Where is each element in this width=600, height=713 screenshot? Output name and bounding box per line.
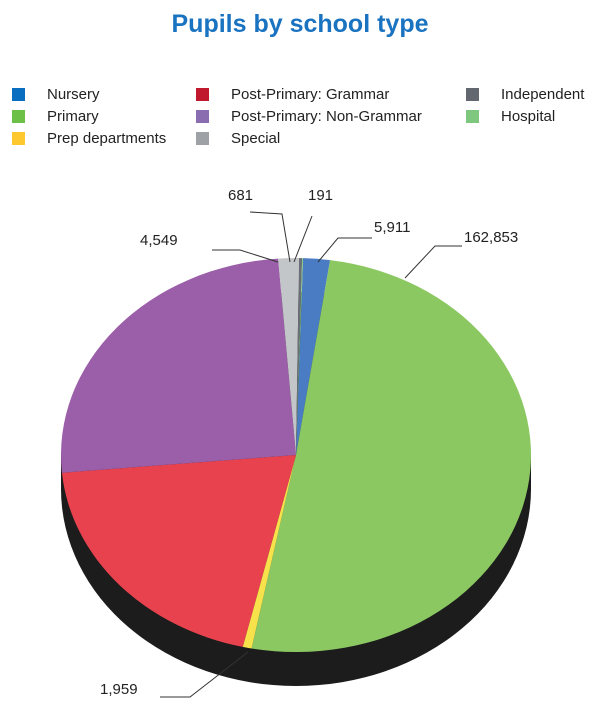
legend: Nursery Primary Prep departments Post-Prima… [0, 86, 600, 156]
data-label: 5,911 [374, 219, 410, 236]
legend-item: Hospital [466, 108, 555, 125]
pie-slice-nursery [296, 258, 331, 455]
legend-label: Hospital [501, 108, 556, 125]
pie-slice-primary [251, 260, 532, 653]
pie-slice-special [278, 257, 300, 455]
legend-swatch [466, 110, 479, 123]
legend-label: Primary [47, 108, 99, 125]
legend-item: Independent [466, 86, 584, 103]
legend-swatch [466, 88, 479, 101]
leader-line [317, 237, 372, 263]
legend-label: Independent [501, 86, 585, 103]
legend-item: Nursery [12, 86, 100, 103]
leader-line [212, 249, 279, 263]
legend-swatch [196, 88, 209, 101]
legend-label: Prep departments [47, 130, 167, 147]
leader-line [249, 211, 291, 263]
data-label: 162,853 [464, 229, 518, 246]
pie-slice-independent [296, 258, 303, 455]
legend-swatch [196, 110, 209, 123]
pie-slice-hospital [296, 258, 304, 455]
legend-label: Post-Primary: Non-Grammar [231, 108, 422, 125]
legend-item: Post-Primary: Non-Grammar [196, 108, 422, 125]
legend-item: Post-Primary: Grammar [196, 86, 389, 103]
legend-label: Post-Primary: Grammar [231, 86, 390, 103]
leader-line [160, 651, 249, 698]
legend-swatch [12, 110, 25, 123]
data-label: 191 [308, 187, 333, 204]
chart-title: Pupils by school type [171, 10, 429, 38]
data-label: 1,959 [100, 681, 138, 698]
legend-swatch [196, 132, 209, 145]
legend-item: Special [196, 130, 280, 147]
legend-swatch [12, 132, 25, 145]
legend-item: Primary [12, 108, 99, 125]
pie-slice-prep-departments [242, 455, 296, 649]
data-label: 4,549 [140, 232, 178, 249]
legend-label: Special [231, 130, 281, 147]
pie-slice-post-primary-non-grammar [61, 258, 296, 473]
legend-label: Nursery [47, 86, 100, 103]
data-label: 681 [228, 187, 253, 204]
leader-line [293, 215, 313, 263]
leader-line [404, 245, 462, 279]
legend-item: Prep departments [12, 130, 166, 147]
pie-slice-post-primary-grammar [61, 455, 297, 647]
legend-swatch [12, 88, 25, 101]
